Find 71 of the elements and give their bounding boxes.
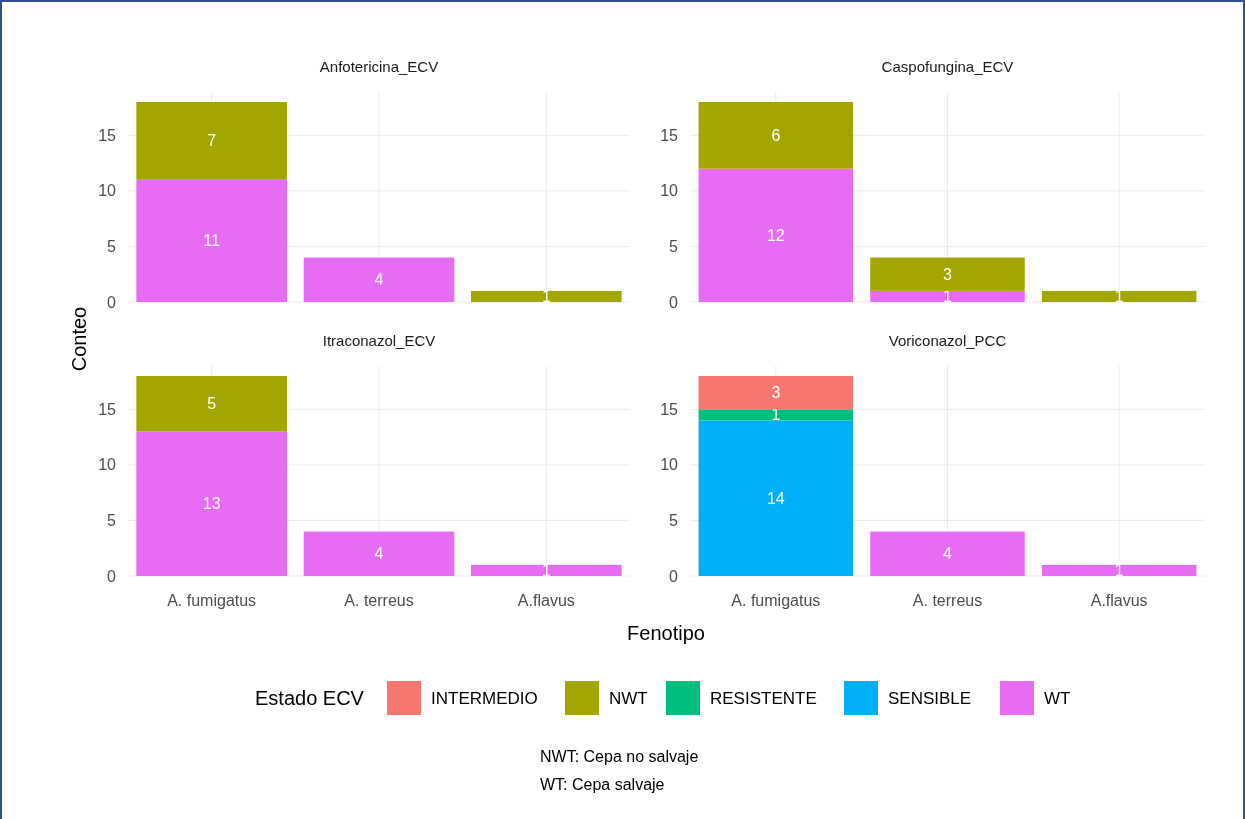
bar [698,168,854,302]
bar [303,531,455,576]
y-tick-label: 5 [107,238,117,256]
data-label: 12 [766,226,785,244]
data-label: 4 [374,545,384,563]
y-tick-label: 5 [107,512,117,530]
bar [870,531,1025,576]
x-axis-title: Fenotipo [627,622,705,644]
data-label: 3 [943,265,953,283]
x-tick-label: A. fumigatus [731,592,821,609]
data-label: 11 [203,232,221,250]
bar [870,257,1025,291]
y-tick-label: 0 [107,293,117,311]
y-tick-label: 0 [107,567,117,585]
bar [698,420,854,576]
chart-title: Caspofungina_ECV [881,58,1014,75]
y-tick-label: 10 [98,182,117,200]
chart-title: Anfotericina_ECV [319,58,439,75]
data-label: 4 [374,271,384,289]
bar [136,431,287,576]
chart-title: Itraconazol_ECV [322,332,436,349]
x-tick-label: A. terreus [912,592,983,609]
y-tick-label: 5 [669,512,679,530]
data-label: 5 [207,395,217,413]
legend-label: NWT [609,688,648,708]
y-tick-label: 15 [660,126,679,144]
data-label: 4 [943,545,953,563]
bar [136,376,287,432]
y-tick-label: 15 [98,126,117,144]
y-tick-label: 0 [669,293,679,311]
text: NWT: Cepa no salvaje [540,748,699,765]
bar [698,102,854,169]
y-tick-label: 5 [669,238,679,256]
legend-label: RESISTENTE [710,688,817,708]
bar [698,376,854,410]
bar [136,179,287,302]
text: WT: Cepa salvaje [540,776,665,793]
x-tick-label: A. fumigatus [167,592,257,609]
x-tick-label: A.flavus [1090,592,1148,609]
data-label: 1 [1114,288,1124,306]
legend-title: Estado ECV [255,687,365,709]
data-label: 6 [771,126,781,144]
legend-label: INTERMEDIO [431,688,538,708]
data-label: 1 [541,562,551,580]
bar [471,564,622,576]
data-label: 13 [202,495,221,513]
data-label: 3 [771,384,781,402]
bar [1041,564,1197,576]
y-axis-title: Conteo [68,306,90,372]
y-tick-label: 10 [98,456,117,474]
x-tick-label: A.flavus [517,592,575,609]
bar [303,257,455,302]
legend-label: WT [1044,688,1071,708]
bar [1041,290,1197,302]
data-label: 1 [541,288,551,306]
bar [136,102,287,180]
y-tick-label: 15 [98,400,117,418]
bar [471,290,622,302]
y-tick-label: 10 [660,456,679,474]
bar [698,409,854,421]
data-label: 1 [1114,562,1124,580]
x-tick-label: A. terreus [344,592,414,609]
y-tick-label: 0 [669,567,679,585]
data-label: 1 [943,288,953,306]
legend-label: SENSIBLE [888,688,972,708]
y-tick-label: 10 [660,182,679,200]
data-label: 14 [766,489,785,507]
bar [870,290,1025,302]
data-label: 7 [207,132,217,150]
chart-title: Voriconazol_PCC [888,332,1007,349]
y-tick-label: 15 [660,400,679,418]
